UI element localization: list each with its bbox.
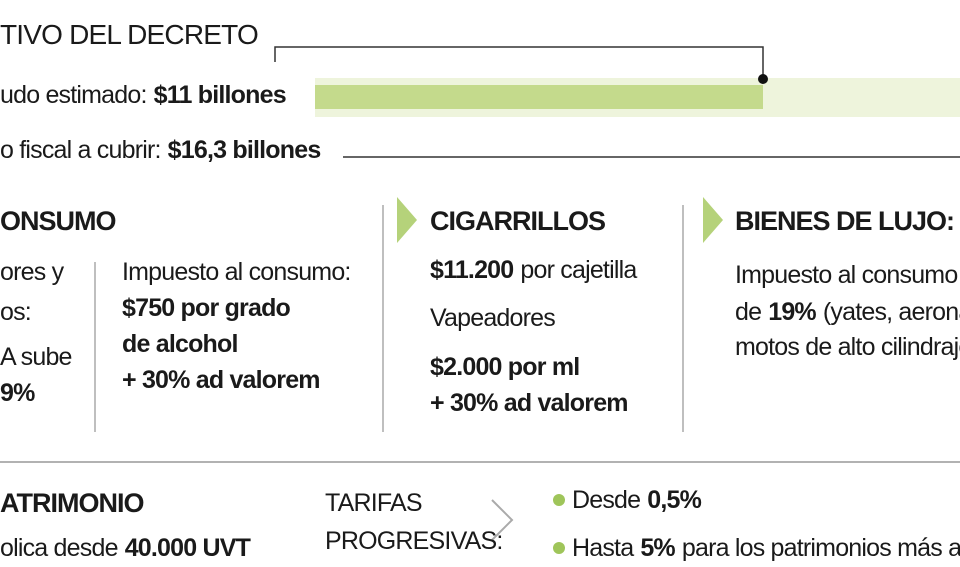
text: 9%	[0, 379, 35, 407]
text: os:	[0, 298, 32, 326]
threshold: 40.000 UVT	[124, 534, 251, 562]
text: Impuesto al consumo:	[122, 258, 351, 286]
title: TIVO DEL DECRETO	[0, 19, 259, 50]
rate: 19%	[768, 298, 816, 326]
text: A sube	[0, 343, 72, 371]
text: Vapeadores	[430, 304, 556, 332]
text: PROGRESIVAS:	[325, 527, 503, 555]
text: de	[735, 298, 762, 326]
price: $11.200	[430, 256, 514, 284]
chevron	[703, 197, 723, 243]
text: ores y	[0, 258, 64, 286]
bullet-text: Desde 0,5%	[572, 486, 702, 514]
chevron	[397, 197, 417, 243]
text: (yates, aeronaves	[822, 298, 960, 326]
bullet	[553, 542, 565, 554]
text: Desde	[572, 486, 641, 514]
rate: 0,5%	[647, 486, 702, 514]
summary-row: o fiscal a cubrir: $16,3 billones	[0, 136, 322, 164]
text: para los patrimonios más alt	[681, 534, 960, 562]
label: udo estimado:	[0, 81, 147, 109]
text: Impuesto al consumo	[735, 261, 958, 289]
section-title: ATRIMONIO	[0, 488, 144, 518]
section-title: ONSUMO	[0, 206, 116, 236]
bullet	[553, 494, 565, 506]
text: olica desde	[0, 534, 118, 562]
text: motos de alto cilindraje	[735, 333, 960, 361]
text: Hasta	[572, 534, 634, 562]
bracket-dot	[758, 74, 768, 84]
amount: $11 billones	[153, 81, 287, 109]
chevron-outline	[491, 499, 514, 541]
text: TARIFAS	[325, 489, 423, 517]
amount: $16,3 billones	[167, 136, 322, 164]
bracket	[274, 46, 764, 78]
section-title: CIGARRILLOS	[430, 206, 606, 236]
unit: por cajetilla	[520, 256, 637, 284]
section-title: BIENES DE LUJO:	[735, 206, 955, 236]
bar-fill	[315, 85, 763, 109]
text: de alcohol	[122, 330, 238, 358]
text: $750 por grado	[122, 294, 291, 322]
text: + 30% ad valorem	[430, 389, 629, 417]
bullet-text: Hasta 5% para los patrimonios más alt	[572, 536, 960, 561]
rate: 5%	[640, 534, 675, 562]
label: o fiscal a cubrir:	[0, 136, 161, 164]
text: olica desde 40.000 UVT	[0, 534, 251, 562]
text: + 30% ad valorem	[122, 366, 321, 394]
text: $11.200 por cajetilla	[430, 256, 637, 284]
summary-row: udo estimado: $11 billones	[0, 81, 287, 109]
text: $2.000 por ml	[430, 353, 580, 381]
